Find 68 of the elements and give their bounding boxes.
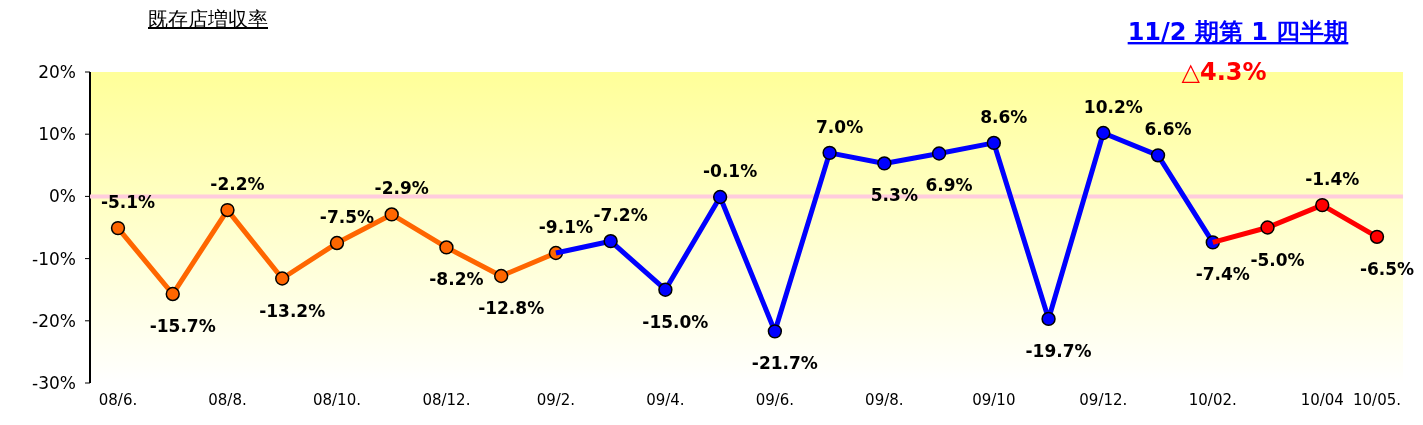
point <box>877 156 892 171</box>
data-label: -2.9% <box>374 178 429 199</box>
data-label: -12.8% <box>478 298 545 319</box>
annotation: △4.3% <box>1181 58 1267 86</box>
y-tick-label: -10% <box>32 248 76 269</box>
y-tick-label: 20% <box>38 61 76 82</box>
x-tick-label: 10/04 <box>1300 391 1344 409</box>
point <box>603 234 618 249</box>
data-label: -7.4% <box>1195 264 1250 285</box>
y-tick-label: 0% <box>49 186 76 207</box>
x-tick-label: 08/8. <box>208 391 247 409</box>
y-tick-label: 10% <box>38 124 76 145</box>
data-label: -15.0% <box>642 311 709 332</box>
x-tick-label: 08/10. <box>312 391 361 409</box>
point <box>1260 220 1275 235</box>
point <box>493 268 509 284</box>
data-label: 8.6% <box>980 106 1028 127</box>
data-label: -21.7% <box>751 353 818 374</box>
data-label: -7.5% <box>319 207 375 228</box>
text: 11/2 期第 1 四半期 <box>1127 18 1349 46</box>
point <box>1096 125 1111 141</box>
point <box>767 324 783 339</box>
point <box>384 207 399 222</box>
x-tick-label: 09/10 <box>972 391 1016 409</box>
point <box>986 135 1002 151</box>
point <box>220 202 235 218</box>
data-label: -19.7% <box>1025 340 1092 361</box>
point <box>931 146 947 161</box>
y-tick-label: -20% <box>32 310 76 331</box>
data-label: -0.1% <box>703 161 758 182</box>
data-label: -1.4% <box>1305 169 1360 190</box>
data-label: -5.1% <box>100 192 156 213</box>
data-label: -2.2% <box>210 174 265 195</box>
point <box>110 220 126 236</box>
data-label: -6.5% <box>1359 258 1415 279</box>
point <box>165 286 180 302</box>
point <box>1315 197 1330 213</box>
data-label: -9.1% <box>538 217 594 237</box>
x-tick-label: 08/6. <box>98 391 138 409</box>
point <box>1369 229 1385 244</box>
x-tick-label: 09/12. <box>1079 391 1128 409</box>
point <box>439 240 454 255</box>
x-tick-label: 10/02. <box>1188 391 1237 409</box>
data-label: 7.0% <box>816 116 864 137</box>
point <box>712 189 728 205</box>
point <box>658 282 673 297</box>
x-tick-label: 09/4. <box>646 391 685 409</box>
point <box>1150 148 1166 163</box>
data-label: 6.6% <box>1144 119 1192 140</box>
point <box>329 235 345 251</box>
chart-title: 既存店増収率 <box>148 7 268 31</box>
x-tick-label: 09/6. <box>755 391 795 409</box>
x-tick-label: 09/8. <box>865 391 904 409</box>
data-label: -15.7% <box>149 316 216 337</box>
data-label: 6.9% <box>925 175 973 196</box>
data-label: -5.0% <box>1250 249 1305 270</box>
data-label: 5.3% <box>870 185 918 206</box>
data-label: 10.2% <box>1083 96 1143 117</box>
data-label: -13.2% <box>259 300 326 321</box>
data-label: -8.2% <box>429 269 484 290</box>
point <box>1041 311 1056 327</box>
point <box>275 271 290 286</box>
data-label: -7.2% <box>593 205 648 226</box>
x-tick-label: 10/05. <box>1353 391 1401 409</box>
x-tick-label: 08/12. <box>422 391 471 409</box>
x-tick-label: 09/2. <box>536 391 576 409</box>
point <box>822 145 837 161</box>
y-tick-label: -30% <box>32 372 76 393</box>
